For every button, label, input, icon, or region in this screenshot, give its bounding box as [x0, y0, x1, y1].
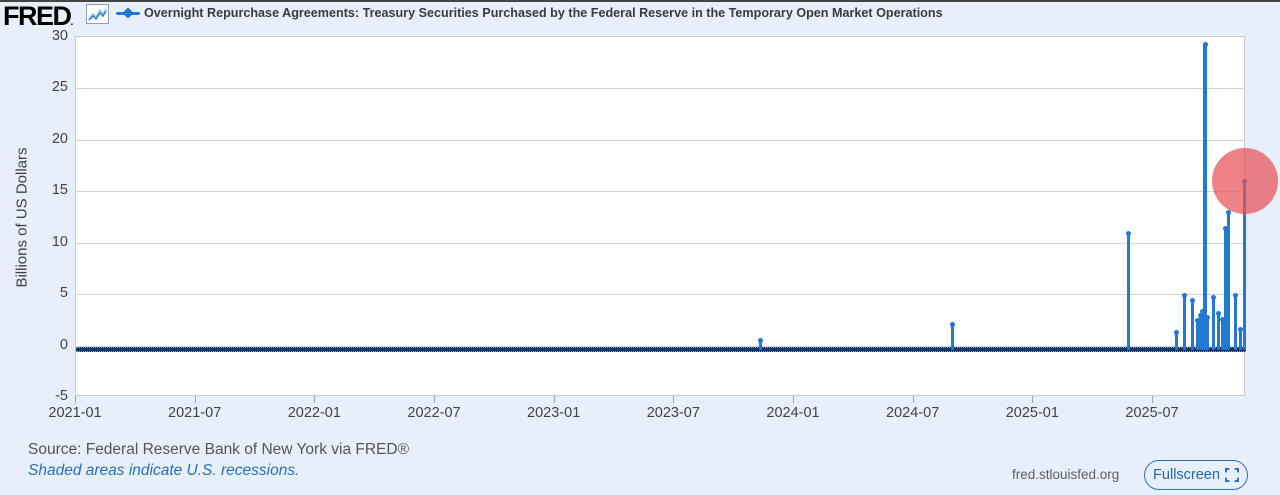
data-point-marker: [950, 321, 956, 327]
data-spike: [1183, 295, 1187, 350]
data-point-marker: [1222, 226, 1228, 232]
x-tick-label: 2023-01: [527, 405, 581, 421]
gridline: [76, 88, 1244, 90]
x-tick-label: 2023-07: [646, 405, 700, 421]
x-tick-mark: [793, 396, 794, 403]
gridline: [76, 345, 1244, 347]
data-spike: [1203, 44, 1208, 350]
data-point-marker: [758, 338, 764, 344]
fullscreen-button[interactable]: Fullscreen: [1144, 460, 1248, 490]
y-tick-label: 5: [59, 285, 68, 302]
data-spike: [951, 323, 955, 350]
data-point-marker: [1238, 327, 1244, 333]
legend-point-marker: [122, 7, 134, 19]
data-spike: [1223, 228, 1227, 350]
x-tick-mark: [912, 396, 914, 403]
x-tick-label: 2021-01: [48, 405, 102, 421]
fred-logo-mark: .: [70, 17, 74, 28]
data-point-marker: [1220, 316, 1226, 322]
series-title[interactable]: Overnight Repurchase Agreements: Treasur…: [144, 6, 943, 20]
data-spike: [1243, 181, 1247, 350]
y-tick-label: 30: [51, 28, 68, 44]
baseline-series: [76, 346, 1246, 352]
data-point-marker: [1226, 209, 1232, 215]
fullscreen-label: Fullscreen: [1153, 467, 1220, 483]
site-url-label[interactable]: fred.stlouisfed.org: [1012, 467, 1120, 482]
data-spike: [1221, 318, 1225, 350]
data-spike: [1195, 319, 1199, 350]
data-spike: [1126, 233, 1130, 350]
data-spike: [1211, 297, 1215, 350]
data-point-marker: [1125, 231, 1131, 237]
x-tick-label: 2025-01: [1005, 405, 1059, 421]
x-tick-label: 2022-01: [287, 405, 341, 421]
data-point-marker: [1200, 308, 1206, 314]
gridline: [76, 139, 1244, 141]
data-spike: [1239, 329, 1243, 350]
data-point-marker: [1174, 330, 1180, 336]
data-point-marker: [1210, 295, 1216, 301]
window-top-edge: [0, 0, 1280, 2]
x-tick-mark: [314, 396, 316, 403]
data-spike: [1216, 312, 1220, 350]
y-tick-label: 10: [51, 233, 68, 250]
data-point-marker: [1232, 293, 1238, 299]
data-spike: [759, 340, 763, 350]
data-spike: [1191, 300, 1195, 350]
data-point-marker: [1194, 317, 1200, 323]
data-spike: [1233, 295, 1237, 350]
x-tick-label: 2021-07: [168, 405, 222, 421]
data-spike: [1201, 310, 1205, 350]
data-point-marker: [1205, 314, 1211, 320]
x-tick-label: 2025-07: [1125, 405, 1179, 421]
x-tick-mark: [673, 396, 675, 403]
gridline: [76, 242, 1244, 244]
data-point-marker: [1182, 293, 1188, 299]
x-tick-mark: [194, 396, 196, 403]
gridline: [76, 191, 1244, 193]
recession-note-link[interactable]: Shaded areas indicate U.S. recessions.: [28, 462, 300, 479]
y-axis-title: Billions of US Dollars: [13, 147, 31, 288]
data-spike: [1198, 314, 1202, 350]
y-tick-label: 25: [51, 79, 68, 96]
gridline: [76, 294, 1244, 296]
y-tick-label: 20: [51, 130, 68, 147]
plot-area[interactable]: [75, 36, 1278, 396]
x-tick-label: 2022-07: [407, 405, 461, 421]
x-tick-mark: [75, 396, 76, 403]
x-tick-mark: [434, 396, 435, 403]
x-tick-mark: [1032, 396, 1034, 403]
fred-chart-icon: [86, 4, 109, 24]
data-spike: [1206, 316, 1210, 350]
data-point-marker: [1202, 42, 1208, 48]
highlight-circle-annotation: [1211, 148, 1278, 214]
y-tick-label: -5: [55, 388, 68, 404]
data-point-marker: [1190, 298, 1196, 304]
data-spike: [1175, 332, 1179, 350]
data-spike: [1227, 211, 1231, 350]
x-tick-mark: [553, 396, 555, 403]
data-point-marker: [1197, 312, 1203, 318]
x-tick-mark: [1152, 396, 1153, 403]
data-point-marker: [1215, 310, 1221, 316]
x-tick-label: 2024-01: [766, 405, 820, 421]
y-tick-label: 15: [51, 182, 68, 199]
fullscreen-expand-icon: [1224, 468, 1239, 482]
y-tick-label: 0: [59, 336, 68, 353]
source-text: Source: Federal Reserve Bank of New York…: [28, 441, 409, 458]
x-tick-label: 2024-07: [886, 405, 940, 421]
